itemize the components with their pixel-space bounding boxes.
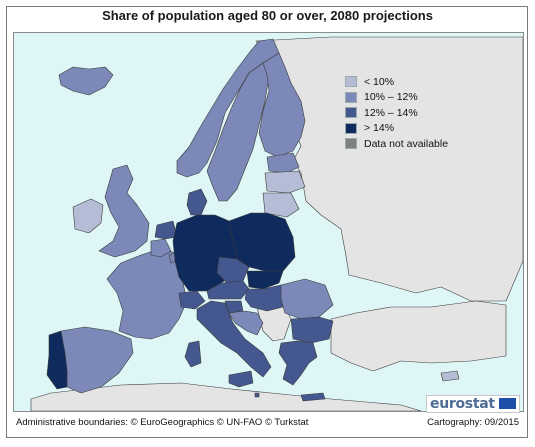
legend-swatch xyxy=(345,107,357,119)
country-finland xyxy=(258,52,306,158)
country-netherlands xyxy=(154,220,178,240)
land-africa xyxy=(30,382,422,411)
country-italy xyxy=(196,300,272,378)
footer-source: Administrative boundaries: © EuroGeograp… xyxy=(16,417,309,428)
legend-swatch xyxy=(345,122,357,134)
country-greece xyxy=(278,340,318,386)
country-croatia xyxy=(228,310,264,336)
legend-swatch xyxy=(345,76,357,88)
legend-label: Data not available xyxy=(364,137,449,150)
legend-item: > 14% xyxy=(345,121,448,137)
country-latvia xyxy=(264,170,306,194)
map-area xyxy=(13,32,524,412)
country-ireland xyxy=(72,198,104,234)
country-lithuania xyxy=(262,192,300,218)
eurostat-logo: eurostat xyxy=(426,395,520,413)
country-austria xyxy=(206,280,250,300)
logo-text: eurostat xyxy=(430,396,495,412)
country-estonia xyxy=(266,152,300,174)
legend-item: Data not available xyxy=(345,136,448,152)
country-greece-crete xyxy=(300,392,326,402)
country-portugal xyxy=(46,330,68,390)
legend-label: < 10% xyxy=(364,75,395,88)
legend-swatch xyxy=(345,138,357,150)
country-poland xyxy=(228,212,296,272)
footer-cartography: Cartography: 09/2015 xyxy=(427,417,519,428)
legend-label: 12% – 14% xyxy=(364,106,418,119)
country-uk xyxy=(98,164,150,258)
country-italy-sardinia xyxy=(184,340,202,368)
country-italy-sicily xyxy=(228,370,254,388)
legend-item: 10% – 12% xyxy=(345,90,448,106)
legend-label: > 14% xyxy=(364,122,395,135)
legend-label: 10% – 12% xyxy=(364,91,418,104)
land-turkey xyxy=(330,300,507,372)
country-iceland xyxy=(58,66,114,96)
legend-item: < 10% xyxy=(345,74,448,90)
country-cyprus xyxy=(440,370,460,382)
country-belgium xyxy=(150,238,172,258)
country-bulgaria xyxy=(290,316,334,344)
map-legend: < 10% 10% – 12% 12% – 14% > 14% Data not ava… xyxy=(345,74,448,152)
map-title: Share of population aged 80 or over, 208… xyxy=(102,8,433,23)
country-malta xyxy=(254,392,260,398)
country-switzerland xyxy=(178,290,206,310)
eu-flag-icon xyxy=(499,398,516,409)
legend-item: 12% – 14% xyxy=(345,105,448,121)
europe-map xyxy=(14,33,523,411)
legend-swatch xyxy=(345,91,357,103)
country-sweden xyxy=(206,62,270,202)
country-slovakia xyxy=(246,270,284,290)
land-east xyxy=(255,36,523,302)
